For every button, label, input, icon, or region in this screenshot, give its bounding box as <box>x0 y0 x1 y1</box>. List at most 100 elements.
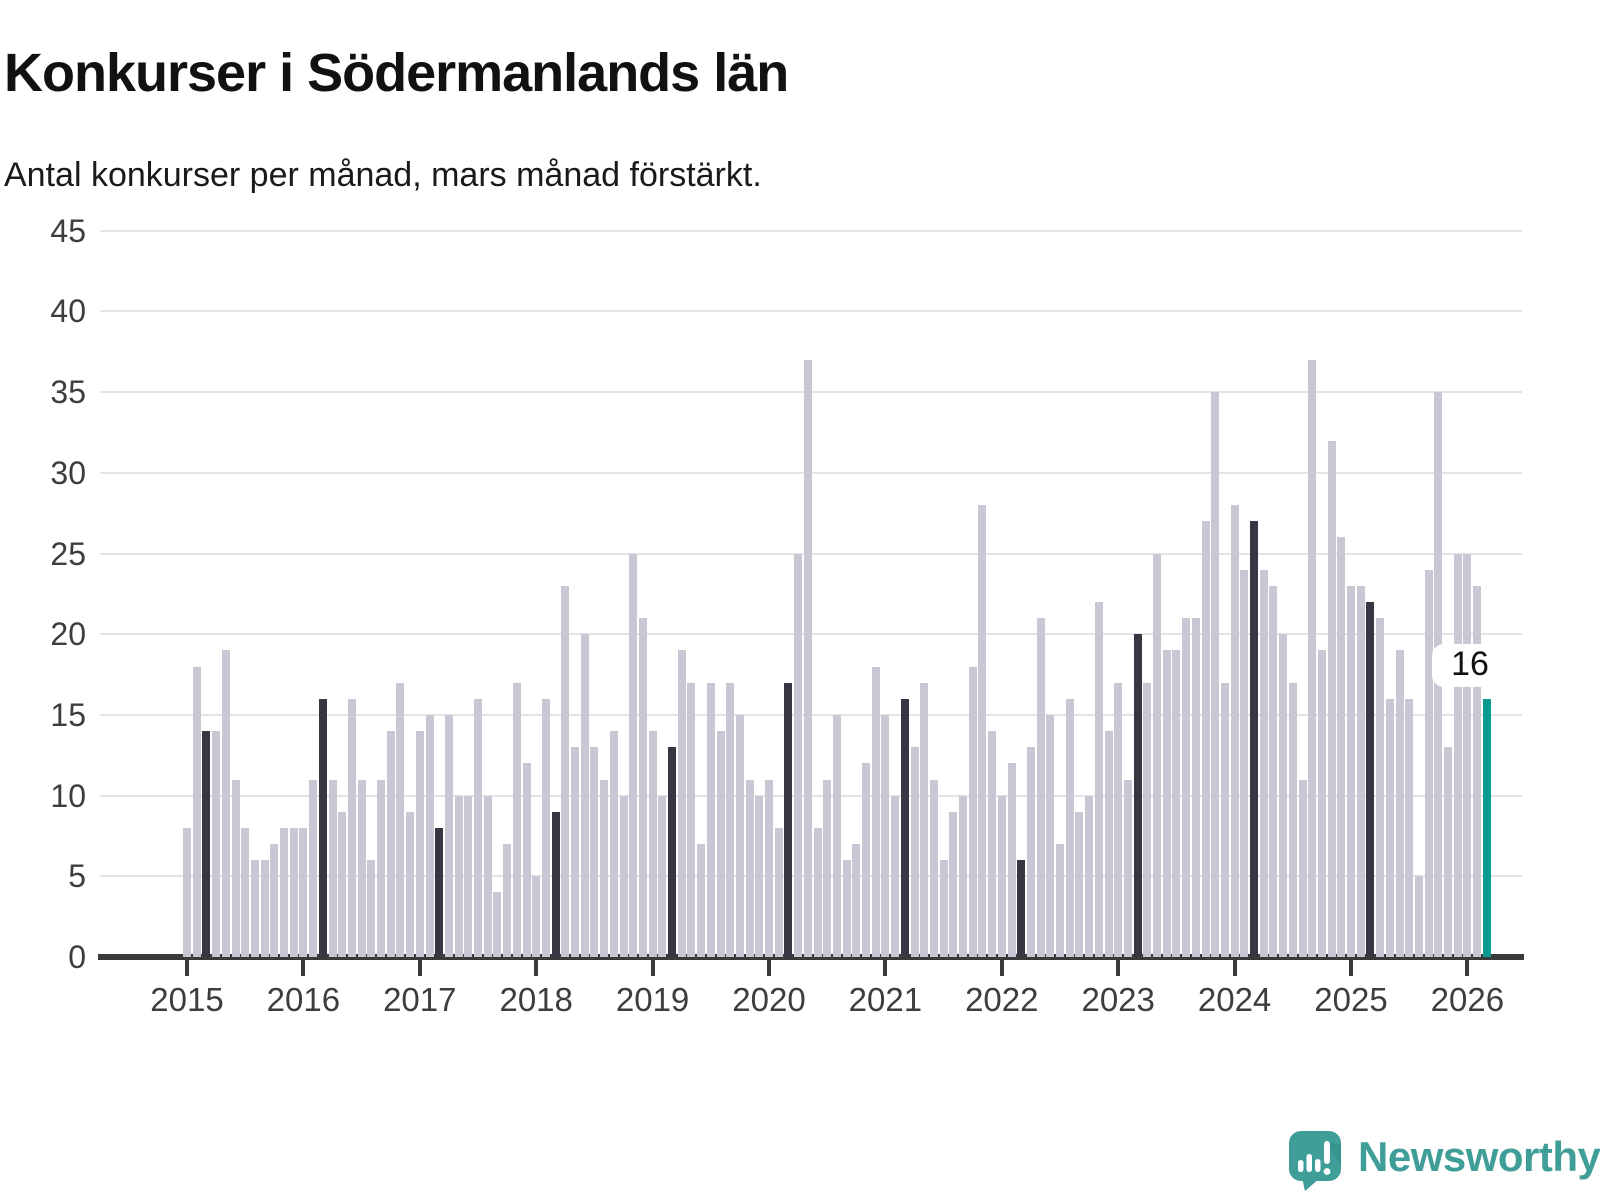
chart-title: Konkurser i Södermanlands län <box>4 43 789 104</box>
bar-2019-10 <box>735 714 744 957</box>
x-axis-label: 2025 <box>1314 981 1388 1018</box>
bar-2026-03 <box>1482 698 1491 957</box>
bar-2019-09 <box>726 682 735 957</box>
bar-2017-12 <box>522 763 531 957</box>
bar-2026-01 <box>1463 553 1472 957</box>
bar-2023-07 <box>1172 650 1181 957</box>
bar-2023-09 <box>1191 618 1200 957</box>
bar-2023-06 <box>1162 650 1171 957</box>
bar-2023-05 <box>1153 553 1161 957</box>
bar-2018-06 <box>580 634 589 957</box>
x-axis-line <box>98 954 1524 960</box>
gridline <box>100 229 1522 232</box>
bar-2022-06 <box>1046 714 1055 957</box>
bar-2025-04 <box>1376 618 1385 957</box>
bar-2018-04 <box>561 585 570 957</box>
bar-2015-01 <box>183 827 191 957</box>
bar-2024-12 <box>1337 537 1346 957</box>
bar-2015-12 <box>289 827 298 957</box>
bar-2024-10 <box>1317 650 1326 957</box>
x-axis-tick <box>1349 960 1353 976</box>
x-axis-label: 2018 <box>499 981 573 1018</box>
bar-2018-07 <box>590 747 599 957</box>
bar-2024-07 <box>1288 682 1297 957</box>
y-axis-label: 0 <box>68 939 86 975</box>
y-axis-label: 35 <box>50 374 86 411</box>
bar-2015-07 <box>241 827 250 957</box>
bar-2022-01 <box>997 795 1006 957</box>
x-axis-label: 2019 <box>615 981 690 1018</box>
bar-2021-12 <box>988 731 997 957</box>
newsworthy-logo-text: Newsworthy <box>1358 1133 1600 1180</box>
bar-2017-01 <box>415 731 424 957</box>
x-axis-tick <box>1232 960 1237 976</box>
bar-2024-01 <box>1230 505 1239 957</box>
bar-2021-01 <box>881 714 890 957</box>
bar-2022-09 <box>1075 811 1084 957</box>
bar-2024-02 <box>1240 569 1249 957</box>
bar-2020-04 <box>794 553 803 957</box>
x-axis-tick <box>1465 960 1470 976</box>
x-axis-tick <box>185 960 189 976</box>
bar-2022-12 <box>1104 731 1113 957</box>
bar-2023-11 <box>1211 392 1220 957</box>
bar-2017-06 <box>464 795 473 957</box>
y-axis-label: 5 <box>68 858 86 895</box>
newsworthy-logo: Newsworthy <box>1288 1130 1600 1192</box>
bar-2021-03 <box>900 698 909 957</box>
x-axis-label: 2024 <box>1197 981 1272 1018</box>
bar-2016-02 <box>309 779 318 957</box>
bar-2021-05 <box>920 682 929 957</box>
bar-2022-05 <box>1036 618 1045 957</box>
bar-2020-09 <box>842 860 851 957</box>
x-axis-tick <box>767 960 771 976</box>
bar-2023-08 <box>1182 618 1191 957</box>
bar-2016-03 <box>318 698 327 957</box>
bar-2020-08 <box>832 714 841 957</box>
bar-2023-01 <box>1114 682 1123 957</box>
y-axis-label: 40 <box>50 293 86 330</box>
y-axis-label: 15 <box>50 696 86 733</box>
current-value-label: 16 <box>1432 644 1508 687</box>
bar-2022-07 <box>1056 844 1064 957</box>
bar-2016-07 <box>357 779 366 957</box>
bar-2025-07 <box>1405 698 1414 957</box>
y-axis-label: 30 <box>50 454 86 491</box>
bar-2015-10 <box>270 844 279 957</box>
bar-2015-04 <box>212 731 221 957</box>
bar-2018-12 <box>638 618 647 957</box>
bar-2015-02 <box>192 666 201 957</box>
bar-2024-11 <box>1327 440 1336 957</box>
bar-2025-06 <box>1395 650 1404 957</box>
bar-2020-11 <box>862 763 870 957</box>
bar-2017-10 <box>503 844 512 957</box>
x-axis-label: 2017 <box>383 981 457 1018</box>
y-axis-label: 45 <box>50 212 86 249</box>
bar-2019-01 <box>648 731 657 957</box>
x-axis-tick <box>534 960 539 976</box>
bar-2016-04 <box>328 779 337 957</box>
bar-2020-05 <box>803 359 812 957</box>
bar-2018-02 <box>541 698 550 957</box>
bar-2016-05 <box>338 811 347 957</box>
bar-2017-05 <box>454 795 463 957</box>
bar-2022-11 <box>1094 601 1103 957</box>
bar-2024-08 <box>1298 779 1307 957</box>
bar-2016-12 <box>406 811 415 957</box>
bar-2017-03 <box>435 827 444 957</box>
bar-2020-06 <box>813 827 822 957</box>
bar-2023-10 <box>1201 521 1210 957</box>
bar-2021-02 <box>891 795 900 957</box>
bar-2019-02 <box>658 795 667 957</box>
bar-2022-02 <box>1007 763 1016 957</box>
y-axis-label: 20 <box>50 616 86 653</box>
bar-2017-09 <box>493 892 502 957</box>
bar-2020-12 <box>871 666 880 957</box>
bar-2019-04 <box>677 650 686 957</box>
bar-2022-08 <box>1065 698 1074 957</box>
bar-2024-04 <box>1259 569 1268 957</box>
bar-2024-09 <box>1308 359 1317 957</box>
bar-2021-04 <box>910 747 919 957</box>
bar-2018-08 <box>600 779 609 957</box>
